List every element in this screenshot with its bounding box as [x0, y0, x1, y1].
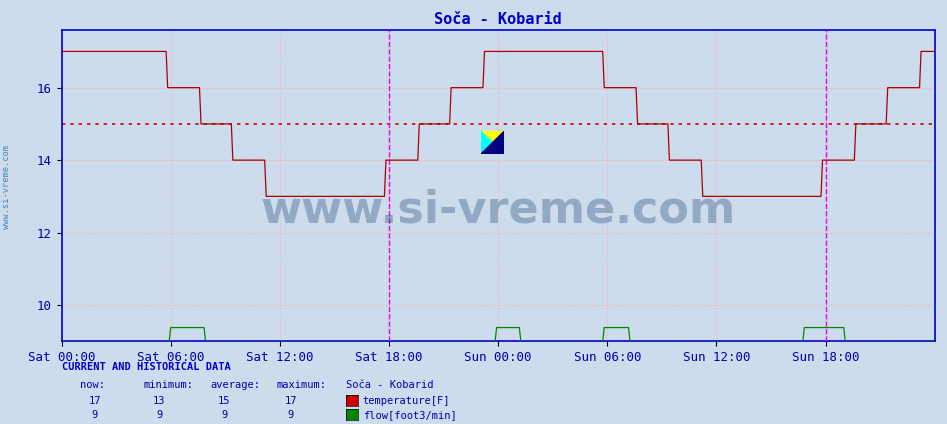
Text: 9: 9 [288, 410, 294, 420]
Text: now:: now: [80, 380, 105, 390]
Text: flow[foot3/min]: flow[foot3/min] [363, 410, 456, 420]
Text: CURRENT AND HISTORICAL DATA: CURRENT AND HISTORICAL DATA [62, 362, 230, 372]
Text: www.si-vreme.com: www.si-vreme.com [260, 189, 736, 232]
Text: www.si-vreme.com: www.si-vreme.com [2, 145, 11, 229]
Polygon shape [481, 131, 505, 154]
Text: Soča - Kobarid: Soča - Kobarid [346, 380, 433, 390]
Text: minimum:: minimum: [144, 380, 194, 390]
Text: 13: 13 [152, 396, 166, 406]
Text: 9: 9 [156, 410, 162, 420]
Text: temperature[F]: temperature[F] [363, 396, 450, 406]
Text: average:: average: [210, 380, 260, 390]
Text: 15: 15 [218, 396, 231, 406]
Text: maximum:: maximum: [277, 380, 327, 390]
Polygon shape [481, 131, 505, 154]
Polygon shape [481, 131, 505, 154]
Text: 9: 9 [222, 410, 227, 420]
Text: 9: 9 [92, 410, 98, 420]
Text: 17: 17 [88, 396, 101, 406]
Title: Soča - Kobarid: Soča - Kobarid [435, 12, 562, 27]
Text: 17: 17 [284, 396, 297, 406]
